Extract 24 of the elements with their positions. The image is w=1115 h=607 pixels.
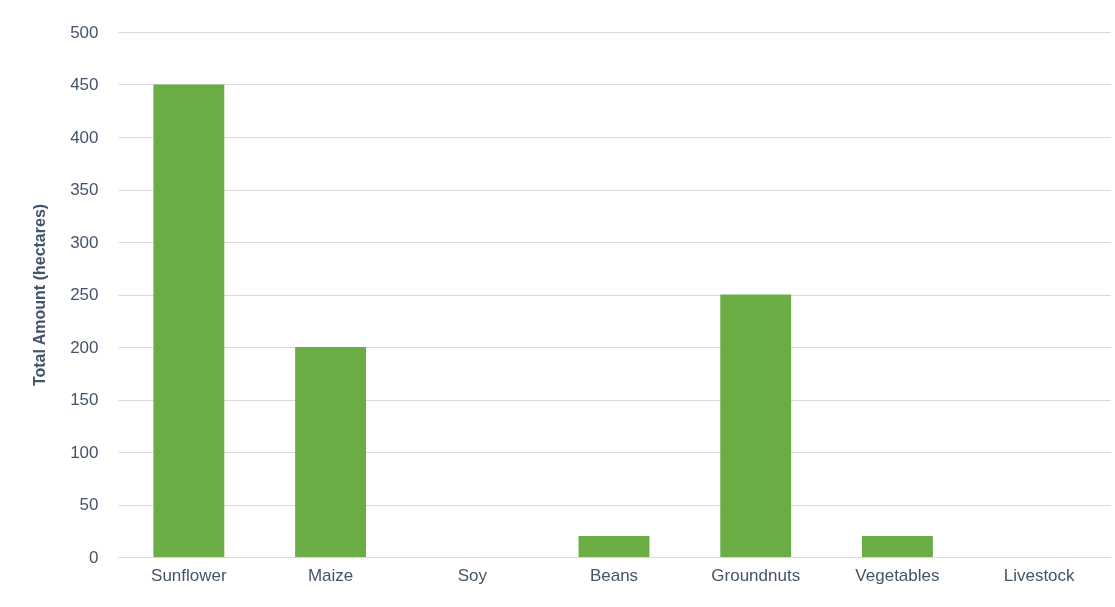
y-tick-label: 500 — [70, 22, 99, 42]
y-tick-label: 0 — [89, 547, 99, 567]
x-tick-label: Livestock — [1003, 565, 1076, 585]
y-tick-label: 150 — [70, 390, 99, 409]
x-tick-label: Maize — [307, 565, 354, 585]
y-tick-label: 450 — [70, 75, 99, 94]
y-tick-label: 250 — [70, 285, 99, 304]
y-tick-label: 100 — [70, 442, 99, 462]
y-axis-title: Total Amount (hectares) — [31, 203, 49, 387]
bar — [720, 294, 792, 557]
y-tick-label: 400 — [70, 127, 99, 147]
bar — [153, 84, 225, 557]
bar — [862, 536, 933, 557]
y-tick-label: 300 — [70, 232, 99, 252]
bar — [295, 347, 366, 557]
y-tick-label: 50 — [79, 495, 99, 514]
bar — [578, 536, 650, 557]
x-tick-label: Beans — [589, 565, 639, 585]
y-tick-label: 200 — [70, 337, 99, 357]
x-tick-label: Sunflower — [151, 565, 227, 585]
x-tick-label: Groundnuts — [711, 565, 801, 585]
x-tick-label: Soy — [457, 565, 488, 585]
y-tick-label: 350 — [70, 180, 99, 199]
x-tick-label: Vegetables — [855, 565, 940, 585]
